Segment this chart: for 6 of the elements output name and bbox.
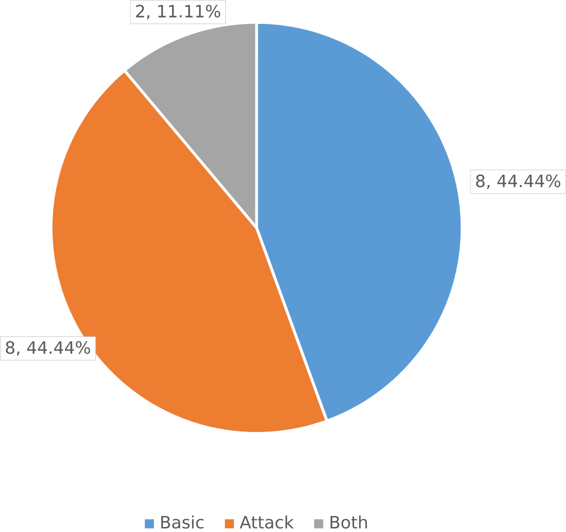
data-label: 8, 44.44%: [6, 340, 90, 356]
data-label: 2, 11.11%: [136, 4, 220, 20]
legend-label: Both: [330, 515, 367, 528]
legend-label: Attack: [240, 515, 294, 528]
legend-label: Basic: [161, 515, 204, 528]
data-label: 8, 44.44%: [476, 174, 560, 189]
